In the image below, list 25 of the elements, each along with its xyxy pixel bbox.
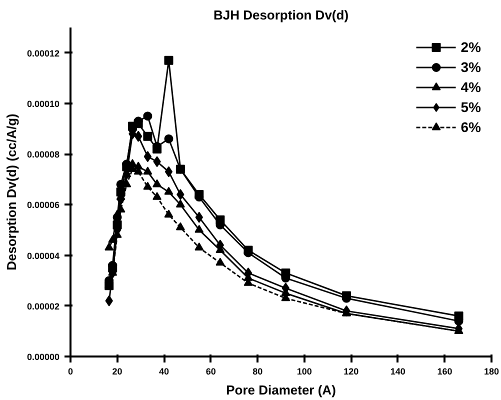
- x-tick-label: 120: [344, 366, 359, 376]
- y-tick-label: 0.00008: [26, 150, 60, 160]
- y-tick-label: 0.00010: [26, 98, 60, 109]
- legend-label: 4%: [460, 79, 481, 95]
- legend-label: 5%: [460, 99, 481, 115]
- x-tick-label: 40: [159, 366, 170, 376]
- y-tick-label: 0.00000: [26, 352, 60, 362]
- x-tick-label: 20: [112, 366, 122, 376]
- x-tick-label: 80: [252, 366, 263, 376]
- x-tick-label: 100: [296, 366, 312, 376]
- y-axis-title: Desorption Dv(d) (cc/A/g): [4, 114, 19, 270]
- y-tick-label: 0.00004: [26, 250, 60, 261]
- legend-label: 6%: [460, 119, 481, 135]
- y-tick-label: 0.00002: [26, 301, 60, 312]
- x-axis-title: Pore Diameter (A): [226, 382, 336, 398]
- x-tick-label: 180: [484, 366, 500, 376]
- y-tick-label: 0.00012: [26, 48, 60, 58]
- x-tick-label: 140: [390, 366, 406, 376]
- legend-label: 2%: [460, 39, 481, 55]
- legend-label: 3%: [460, 59, 481, 75]
- x-tick-label: 60: [206, 366, 216, 376]
- chart-title: BJH Desorption Dv(d): [213, 8, 349, 22]
- y-tick-label: 0.00006: [26, 200, 60, 210]
- x-tick-label: 0: [68, 366, 74, 376]
- x-tick-label: 160: [437, 366, 452, 376]
